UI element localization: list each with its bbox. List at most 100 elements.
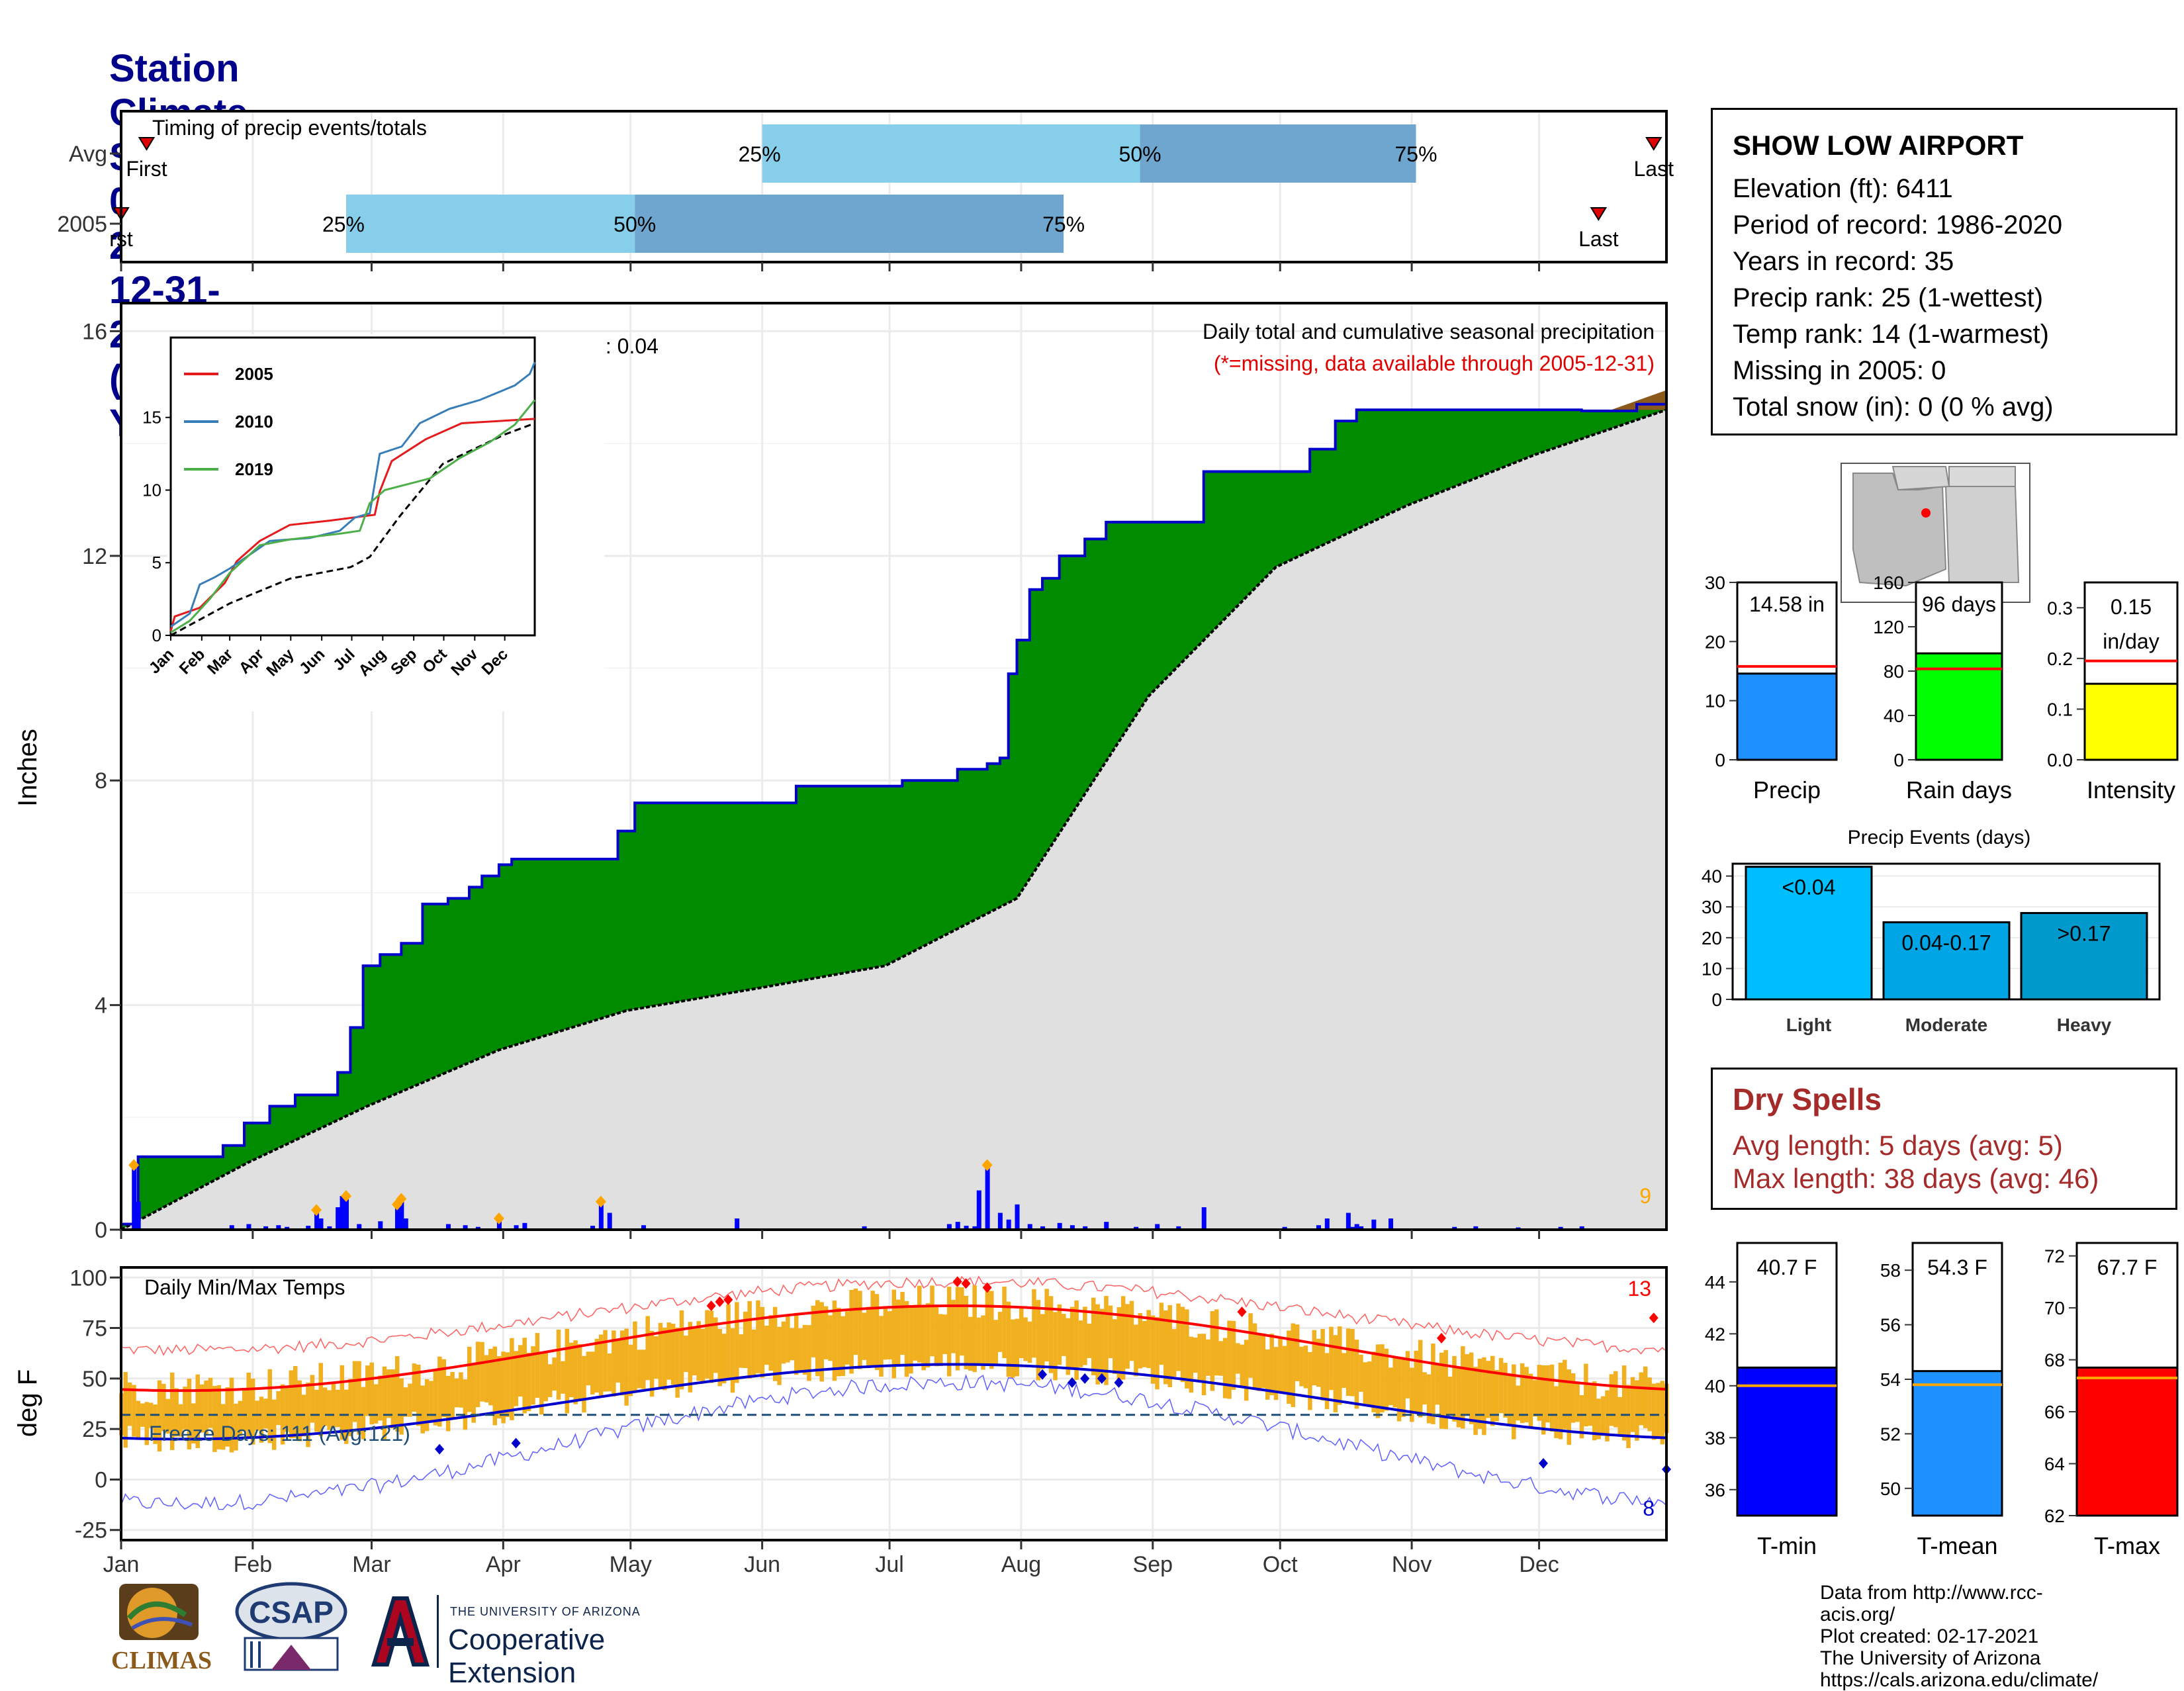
daily-temp-range-bar bbox=[1435, 1363, 1440, 1405]
daily-precip-bar bbox=[263, 1226, 269, 1230]
arizona-shape bbox=[1852, 473, 1947, 587]
quartile-75-label: 75% bbox=[1042, 212, 1085, 236]
tmax-summary-y-tick-label: 68 bbox=[2044, 1350, 2065, 1371]
above-average-precip-area bbox=[121, 392, 1666, 1230]
daily-temp-range-bar bbox=[1605, 1390, 1610, 1441]
daily-temp-range-bar bbox=[972, 1285, 977, 1373]
daily-temp-range-bar bbox=[238, 1400, 243, 1436]
daily-temp-range-bar bbox=[1273, 1347, 1279, 1400]
station-temp-rank: Temp rank: 14 (1-warmest) bbox=[1733, 320, 2049, 349]
daily-temp-range-bar bbox=[310, 1375, 315, 1423]
daily-precip-bar bbox=[1083, 1226, 1088, 1230]
tmax-summary-y-tick-label: 64 bbox=[2044, 1454, 2065, 1475]
daily-precip-bar bbox=[955, 1222, 960, 1230]
daily-precip-bar bbox=[1069, 1225, 1075, 1230]
daily-temp-range-bar bbox=[709, 1310, 714, 1383]
daily-temp-range-bar bbox=[649, 1330, 655, 1397]
first-event-label: First bbox=[126, 157, 167, 181]
daily-temp-range-bar bbox=[1125, 1304, 1130, 1369]
daily-temp-range-bar bbox=[357, 1361, 361, 1435]
tmin-summary-y-tick-label: 36 bbox=[1705, 1480, 1725, 1500]
csap-logo: CSAP bbox=[232, 1575, 351, 1681]
rain-days-summary-y-tick-label: 0 bbox=[1893, 750, 1904, 770]
daily-precip-bar bbox=[318, 1218, 324, 1230]
daily-temp-range-bar bbox=[1282, 1346, 1287, 1394]
events-panel-frame bbox=[1731, 862, 2161, 1001]
daily-temp-range-bar bbox=[1338, 1326, 1342, 1405]
daily-temp-range-bar bbox=[1656, 1383, 1661, 1440]
daily-temp-range-bar bbox=[1316, 1338, 1321, 1387]
events-y-tick-label: 30 bbox=[1702, 897, 1722, 917]
events-y-tick-label: 0 bbox=[1711, 989, 1722, 1010]
daily-temp-range-bar bbox=[1023, 1317, 1028, 1361]
daily-temp-range-bar bbox=[1057, 1304, 1062, 1365]
daily-temp-range-bar bbox=[1120, 1296, 1126, 1380]
timing-row-label-2005: 2005 bbox=[57, 212, 107, 237]
daily-temp-range-bar bbox=[1303, 1346, 1308, 1389]
daily-temp-range-bar bbox=[798, 1328, 803, 1371]
daily-temp-range-bar bbox=[399, 1378, 404, 1435]
inset-y-tick-label: 0 bbox=[152, 625, 161, 645]
intensity-summary-bar bbox=[2083, 682, 2179, 761]
daily-temp-range-bar bbox=[484, 1355, 489, 1402]
precip-y-axis-label: Inches bbox=[13, 729, 42, 807]
daily-temp-range-bar bbox=[271, 1399, 277, 1450]
daily-temp-range-bar bbox=[1516, 1385, 1520, 1421]
event-category-label: Moderate bbox=[1905, 1015, 1987, 1035]
daily-temp-range-bar bbox=[543, 1352, 548, 1402]
daily-temp-range-bar bbox=[165, 1398, 171, 1434]
daily-temp-range-bar bbox=[144, 1402, 149, 1445]
daily-precip-bar bbox=[1176, 1226, 1181, 1230]
daily-temp-range-bar bbox=[1248, 1313, 1253, 1378]
daily-temp-range-bar bbox=[1354, 1340, 1359, 1409]
daily-temp-range-bar bbox=[705, 1310, 709, 1379]
record-low-marker bbox=[1114, 1377, 1124, 1388]
daily-temp-range-bar bbox=[1541, 1365, 1546, 1435]
precip-y-tick-label: 16 bbox=[82, 319, 107, 344]
daily-temp-range-bar bbox=[739, 1334, 744, 1368]
daily-temp-range-bar bbox=[327, 1390, 332, 1430]
daily-temp-range-bar bbox=[259, 1396, 264, 1443]
daily-temp-range-bar bbox=[586, 1351, 591, 1386]
daily-temp-range-bar bbox=[807, 1325, 811, 1381]
daily-precip-bar bbox=[514, 1225, 519, 1230]
event-range-label: 0.04-0.17 bbox=[1901, 931, 1991, 955]
daily-temp-range-bar bbox=[510, 1338, 514, 1420]
daily-temp-range-bar bbox=[1575, 1383, 1580, 1422]
month-label: Oct bbox=[1263, 1552, 1298, 1577]
daily-temp-range-bar bbox=[891, 1289, 896, 1379]
daily-temp-range-bar bbox=[684, 1336, 688, 1372]
dry-spells-avg: Avg length: 5 days (avg: 5) bbox=[1733, 1130, 2063, 1161]
precip-y-tick-label: 8 bbox=[95, 768, 107, 794]
timing-row-label-avg: Avg bbox=[69, 142, 107, 167]
record-low-marker bbox=[1067, 1377, 1077, 1388]
daily-temp-range-bar bbox=[951, 1300, 956, 1353]
daily-temp-range-bar bbox=[1635, 1380, 1639, 1441]
credit-plot-created: Plot created: 02-17-2021 bbox=[1820, 1625, 2039, 1647]
ua-divider bbox=[437, 1595, 439, 1668]
normal-high-line bbox=[120, 1304, 1667, 1393]
daily-temp-range-bar bbox=[1146, 1310, 1151, 1369]
dry-spells-max: Max length: 38 days (avg: 46) bbox=[1733, 1163, 2099, 1194]
daily-temp-range-bar bbox=[1048, 1296, 1054, 1373]
daily-temp-range-bar bbox=[1244, 1340, 1249, 1401]
daily-temp-range-bar bbox=[747, 1301, 752, 1379]
daily-temp-range-bar bbox=[1019, 1306, 1024, 1359]
daily-temp-range-bar bbox=[853, 1288, 858, 1355]
daily-temp-range-bar bbox=[1210, 1311, 1215, 1391]
daily-temp-range-bar bbox=[654, 1336, 659, 1379]
inset-2010-line bbox=[170, 361, 536, 628]
temp-y-tick-label: -25 bbox=[75, 1518, 107, 1543]
daily-temp-range-bar bbox=[1512, 1364, 1516, 1440]
precip-summary-y-tick-label: 10 bbox=[1705, 691, 1725, 711]
daily-temp-range-bar bbox=[1171, 1329, 1177, 1377]
quartile-25-label: 25% bbox=[322, 212, 365, 236]
daily-temp-range-bar bbox=[1329, 1326, 1334, 1391]
daily-precip-bar bbox=[1579, 1226, 1584, 1230]
daily-temp-range-bar bbox=[183, 1387, 187, 1430]
daily-temp-range-bar bbox=[1396, 1357, 1402, 1422]
station-precip-rank: Precip rank: 25 (1-wettest) bbox=[1733, 283, 2044, 312]
daily-temp-range-bar bbox=[1342, 1353, 1346, 1389]
daily-temp-range-bar bbox=[132, 1385, 136, 1437]
daily-temp-range-bar bbox=[1524, 1367, 1529, 1423]
